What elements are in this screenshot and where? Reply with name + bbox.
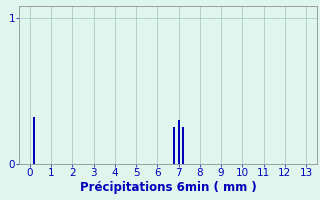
X-axis label: Précipitations 6min ( mm ): Précipitations 6min ( mm ): [80, 181, 256, 194]
Bar: [182, 127, 184, 164]
Bar: [173, 127, 175, 164]
Bar: [33, 117, 35, 164]
Bar: [178, 120, 180, 164]
